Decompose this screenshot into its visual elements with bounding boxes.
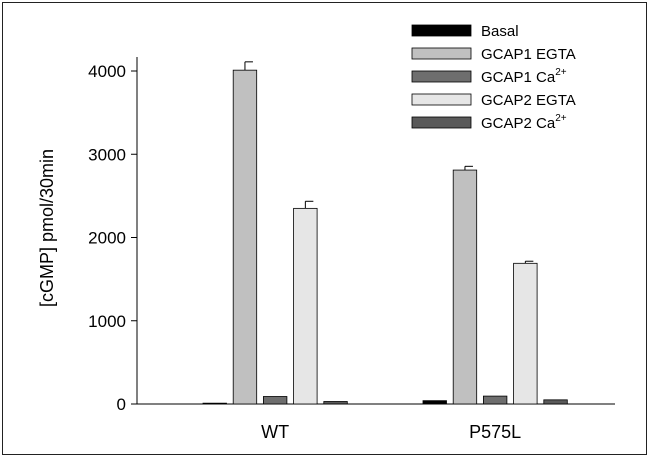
legend-label: GCAP1 Ca2+ bbox=[481, 67, 567, 86]
legend-label-text: GCAP1 Ca bbox=[481, 69, 556, 86]
y-tick-label: 1000 bbox=[88, 312, 126, 331]
x-tick-label: P575L bbox=[469, 422, 521, 442]
legend-swatch bbox=[411, 24, 472, 37]
bar-wt-2 bbox=[262, 396, 288, 405]
legend-swatch bbox=[411, 47, 472, 60]
legend-label-superscript: 2+ bbox=[555, 67, 567, 78]
bar-wt-4 bbox=[323, 401, 348, 405]
legend-label-superscript: 2+ bbox=[555, 113, 567, 124]
legend-swatch bbox=[411, 93, 472, 106]
legend-swatch bbox=[411, 116, 472, 129]
legend-label: GCAP2 Ca2+ bbox=[481, 113, 567, 132]
bar-p575l-0 bbox=[422, 400, 447, 405]
bars bbox=[202, 61, 568, 405]
y-tick-label: 0 bbox=[117, 395, 126, 414]
bar-chart: 0 1000 2000 3000 4000 WT P575L Basal GCAP1 EGTA… bbox=[37, 23, 615, 442]
bar-p575l-3 bbox=[513, 262, 538, 405]
bar-p575l-1 bbox=[452, 169, 478, 405]
axes: 0 1000 2000 3000 4000 WT P575L bbox=[88, 57, 615, 442]
bar-p575l-4 bbox=[543, 399, 568, 405]
legend-label: GCAP2 EGTA bbox=[481, 92, 576, 109]
y-tick-label: 4000 bbox=[88, 62, 126, 81]
bar-wt-1 bbox=[232, 69, 258, 405]
bar-p575l-2 bbox=[482, 395, 508, 405]
x-tick-label: WT bbox=[261, 422, 289, 442]
bar-wt-3 bbox=[293, 207, 318, 405]
legend-label-text: GCAP2 Ca bbox=[481, 115, 556, 132]
chart-frame: 0 1000 2000 3000 4000 WT P575L Basal GCAP1 EGTA… bbox=[2, 2, 647, 455]
y-tick-label: 3000 bbox=[88, 145, 126, 164]
legend-label-text: GCAP1 EGTA bbox=[481, 46, 576, 63]
legend-label: GCAP1 EGTA bbox=[481, 46, 576, 63]
bar-wt-0 bbox=[202, 402, 227, 405]
y-tick-label: 2000 bbox=[88, 229, 126, 248]
legend-swatch bbox=[411, 70, 472, 83]
legend-label-text: Basal bbox=[481, 23, 519, 40]
y-axis-label: [cGMP] pmol/30min bbox=[37, 149, 57, 307]
legend-label: Basal bbox=[481, 23, 519, 40]
legend-label-text: GCAP2 EGTA bbox=[481, 92, 576, 109]
